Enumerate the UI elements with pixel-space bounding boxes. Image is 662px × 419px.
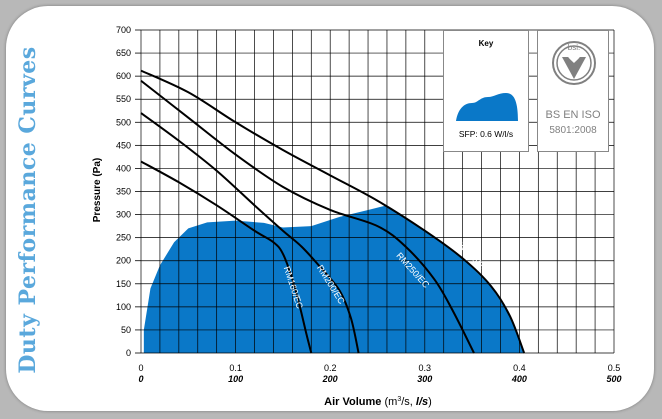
y-tick-label: 250 xyxy=(116,233,131,243)
curve-rm160-ec xyxy=(140,160,313,354)
y-axis-label: Pressure (Pa) xyxy=(92,158,103,222)
x-tick-label: 0.2 xyxy=(324,363,337,373)
x-tick-label-ls: 500 xyxy=(606,374,621,384)
key-box: Key SFP: 0.6 W/l/s xyxy=(443,30,529,152)
bsi-kitemark-logo: bsi. xyxy=(552,41,596,85)
x-axis-label-sup: 3 xyxy=(397,396,401,403)
x-tick-label: 0.5 xyxy=(608,363,621,373)
x-axis-label-close: ) xyxy=(428,396,432,408)
x-tick-label: 0.4 xyxy=(513,363,526,373)
curve-rm250-ec xyxy=(140,79,475,354)
x-axis-label-unit1: (m xyxy=(385,396,398,408)
y-tick-label: 600 xyxy=(116,71,131,81)
bsi-logo-text: bsi. xyxy=(568,43,580,52)
x-tick-label-ls: 200 xyxy=(322,374,338,384)
y-tick-label: 200 xyxy=(116,256,131,266)
curve-rm200-ec xyxy=(140,112,360,354)
y-tick-label: 650 xyxy=(116,48,131,58)
cert-standard: BS EN ISO xyxy=(545,109,601,121)
y-tick-label: 0 xyxy=(126,348,131,358)
x-axis-label: Air Volume (m3/s, l/s) xyxy=(324,396,432,408)
shaded-region xyxy=(143,205,525,353)
y-tick-label: 50 xyxy=(121,325,131,335)
x-axis-label-unit2: /s, xyxy=(401,396,413,408)
y-tick-label: 300 xyxy=(116,210,131,220)
x-tick-label-ls: 400 xyxy=(511,374,527,384)
cert-number: 5801:2008 xyxy=(549,125,597,136)
y-tick-label: 550 xyxy=(116,94,131,104)
certification-box: bsi. BS EN ISO 5801:2008 xyxy=(537,30,609,152)
x-tick-label-ls: 0 xyxy=(138,374,143,384)
x-tick-label-ls: 100 xyxy=(228,374,243,384)
y-tick-label: 400 xyxy=(116,163,131,173)
x-tick-label-ls: 300 xyxy=(417,374,432,384)
x-tick-label: 0.1 xyxy=(229,363,242,373)
y-tick-label: 100 xyxy=(116,302,131,312)
curve-rm315-ec xyxy=(140,69,526,354)
key-title: Key xyxy=(478,39,494,48)
y-tick-label: 350 xyxy=(116,187,131,197)
performance-curves xyxy=(140,69,526,354)
key-sfp-label: SFP: 0.6 W/l/s xyxy=(458,129,514,139)
x-tick-label: 0.3 xyxy=(419,363,432,373)
axis-ticks: 0 50 100 150 200 250 300 350 400 450 500 550 600 650 7… xyxy=(116,25,622,384)
y-tick-label: 450 xyxy=(116,140,131,150)
x-axis-label-unit3: l/s xyxy=(416,396,428,408)
performance-region xyxy=(143,205,525,353)
y-tick-label: 700 xyxy=(116,25,131,35)
y-tick-label: 500 xyxy=(116,117,131,127)
key-swatch xyxy=(456,93,518,121)
y-tick-label: 150 xyxy=(116,279,131,289)
x-tick-label: 0 xyxy=(138,363,143,373)
x-axis-label-prefix: Air Volume xyxy=(324,396,381,408)
